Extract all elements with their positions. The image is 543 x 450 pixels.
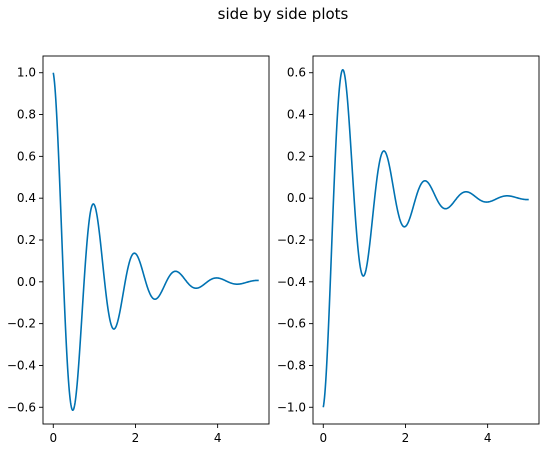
- series-line-1: [52, 72, 260, 411]
- x-tick-label: 4: [484, 431, 492, 445]
- y-tick-label: 0.8: [17, 108, 36, 122]
- x-tick-label: 2: [132, 431, 140, 445]
- y-tick-label: 0.6: [287, 66, 306, 80]
- y-tick-label: 0.2: [287, 149, 306, 163]
- x-tick-label: 0: [319, 431, 327, 445]
- y-tick-label: 1.0: [17, 66, 36, 80]
- x-tick-label: 4: [214, 431, 222, 445]
- figure-suptitle: side by side plots: [218, 5, 349, 23]
- y-tick-label: 0.2: [17, 233, 36, 247]
- y-tick-label: 0.4: [287, 108, 306, 122]
- right-subplot: 0 2 4 −1.0 −0.8 −0.6 −0.4 −0.2 0.0 0.2 0.4 0.6: [277, 55, 540, 445]
- y-tick-label: −0.2: [7, 317, 36, 331]
- y-tick-label: 0.0: [17, 275, 36, 289]
- y-tick-label: 0.0: [287, 191, 306, 205]
- y-tick-label: −0.6: [277, 317, 306, 331]
- y-tick-label: −0.2: [277, 233, 306, 247]
- y-tick-label: −0.6: [7, 400, 36, 414]
- series-line-1: [322, 69, 530, 408]
- y-tick-label: −0.4: [277, 275, 306, 289]
- y-tick-label: −0.4: [7, 358, 36, 372]
- y-tick-label: 0.6: [17, 149, 36, 163]
- x-tick-label: 0: [49, 431, 57, 445]
- y-tick-label: −1.0: [277, 400, 306, 414]
- x-tick-label: 2: [402, 431, 410, 445]
- y-tick-label: 0.4: [17, 191, 36, 205]
- y-tick-label: −0.8: [277, 358, 306, 372]
- left-subplot: 0 2 4 −0.6 −0.4 −0.2 0.0 0.2 0.4 0.6 0.8 1.0: [7, 55, 270, 445]
